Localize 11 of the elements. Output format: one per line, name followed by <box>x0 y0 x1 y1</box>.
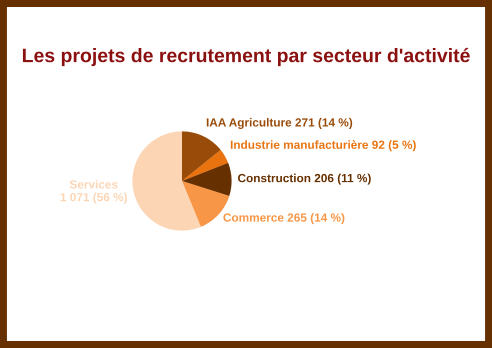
slice-label: Construction 206 (11 %) <box>238 174 371 185</box>
pie-slice <box>132 131 201 231</box>
slice-label: Services <box>70 180 118 189</box>
slice-label: IAA Agriculture 271 (14 %) <box>206 118 352 129</box>
pie-slice <box>182 162 232 196</box>
slice-label: Commerce 265 (14 %) <box>223 213 344 224</box>
data-label: 1 071 (56 %) <box>60 192 127 204</box>
pie-slice <box>182 150 228 181</box>
chart-title: Les projets de recrutement par secteur d'activité <box>22 48 470 66</box>
pie-slice <box>182 131 221 181</box>
slice-label: Industrie manufacturière 92 (5 %) <box>230 140 416 152</box>
